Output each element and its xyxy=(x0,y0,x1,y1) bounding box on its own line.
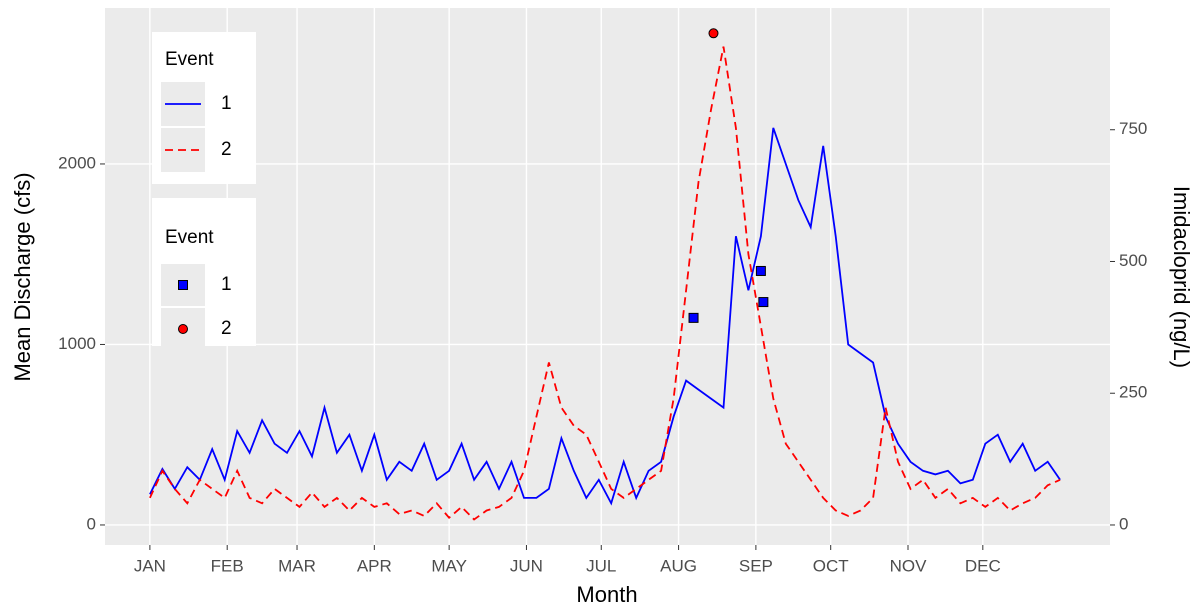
legend-title: Event xyxy=(165,227,214,248)
legend-label: 2 xyxy=(221,139,232,160)
x-tick-label: SEP xyxy=(739,556,773,575)
y2-tick-label: 0 xyxy=(1119,514,1128,533)
line xyxy=(149,46,1061,521)
y2-tick-label: 500 xyxy=(1119,251,1147,270)
panel xyxy=(105,8,1110,545)
x-tick-label: AUG xyxy=(660,556,697,575)
y2-axis-title: Imidacloprid (ng/L) xyxy=(1169,186,1194,368)
x-axis-title: Month xyxy=(576,582,637,607)
point xyxy=(178,280,188,290)
legend-title: Event xyxy=(165,49,214,70)
x-tick-label: JUL xyxy=(586,556,616,575)
point xyxy=(688,312,699,323)
legend-label: 2 xyxy=(221,318,232,339)
y-tick-label: 2000 xyxy=(58,153,96,172)
legend-label: 1 xyxy=(221,93,232,114)
x-tick-label: FEB xyxy=(211,556,244,575)
legend-label: 1 xyxy=(221,274,232,295)
point xyxy=(708,28,719,39)
point xyxy=(758,297,769,308)
x-tick-label: NOV xyxy=(890,556,928,575)
y-tick-label: 1000 xyxy=(58,334,96,353)
x-tick-label: DEC xyxy=(965,556,1001,575)
line xyxy=(149,127,1061,506)
x-tick-label: JUN xyxy=(510,556,543,575)
x-tick-label: MAY xyxy=(431,556,467,575)
y2-tick-label: 750 xyxy=(1119,119,1147,138)
y-axis-title: Mean Discharge (cfs) xyxy=(10,172,35,381)
point xyxy=(755,265,766,276)
x-tick-label: OCT xyxy=(813,556,849,575)
y-tick-label: 0 xyxy=(87,514,96,533)
y2-tick-label: 250 xyxy=(1119,383,1147,402)
x-tick-label: APR xyxy=(357,556,392,575)
x-tick-label: MAR xyxy=(278,556,316,575)
x-tick-label: JAN xyxy=(134,556,166,575)
point xyxy=(178,324,188,334)
